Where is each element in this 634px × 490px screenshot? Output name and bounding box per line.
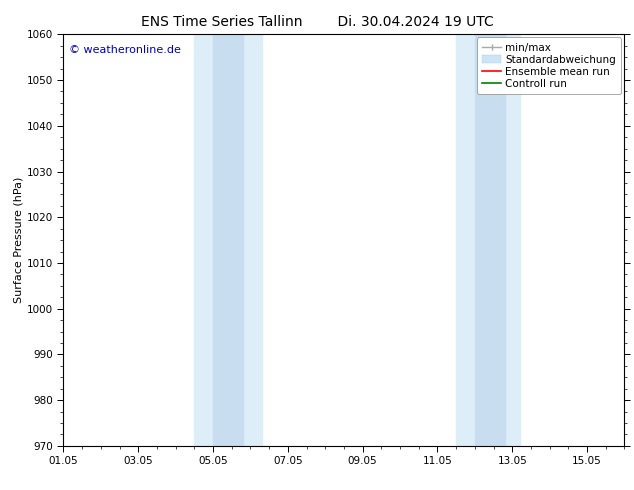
Text: ENS Time Series Tallinn        Di. 30.04.2024 19 UTC: ENS Time Series Tallinn Di. 30.04.2024 1… bbox=[141, 15, 493, 29]
Legend: min/max, Standardabweichung, Ensemble mean run, Controll run: min/max, Standardabweichung, Ensemble me… bbox=[477, 37, 621, 94]
Bar bbox=[194, 34, 262, 446]
Text: © weatheronline.de: © weatheronline.de bbox=[69, 45, 181, 54]
Bar bbox=[475, 34, 505, 446]
Bar bbox=[456, 34, 520, 446]
Y-axis label: Surface Pressure (hPa): Surface Pressure (hPa) bbox=[14, 177, 24, 303]
Bar bbox=[213, 34, 243, 446]
